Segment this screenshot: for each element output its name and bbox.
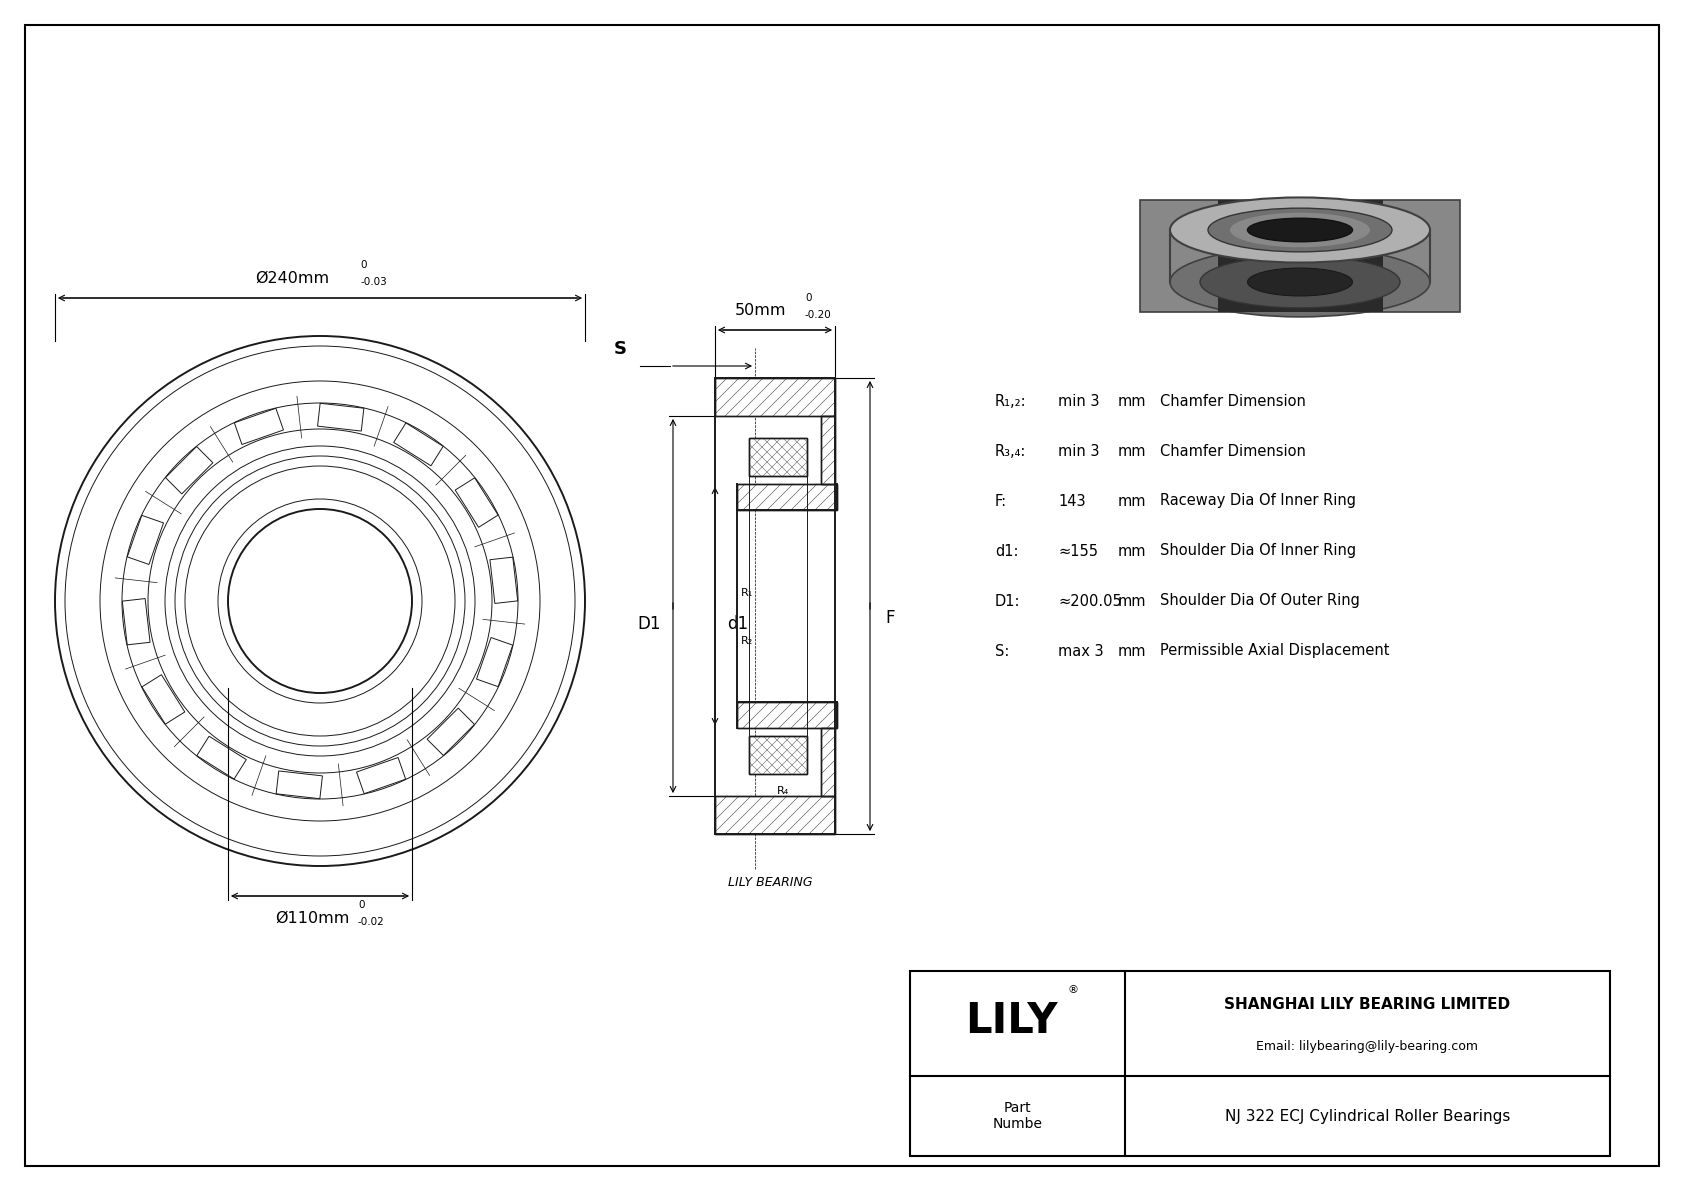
Bar	[394, 423, 443, 466]
Bar	[141, 674, 185, 724]
Text: -0.03: -0.03	[360, 278, 387, 287]
Bar	[477, 637, 512, 687]
Text: F:: F:	[995, 493, 1007, 509]
Bar	[738, 701, 837, 728]
Text: 0: 0	[805, 293, 812, 303]
Bar	[716, 796, 835, 834]
Text: d1:: d1:	[995, 543, 1019, 559]
Bar	[165, 447, 212, 494]
Text: R₂: R₂	[741, 636, 753, 646]
Text: R₃: R₃	[776, 802, 790, 812]
Text: S:: S:	[995, 643, 1009, 659]
Bar	[822, 416, 835, 484]
Text: D1: D1	[638, 615, 662, 632]
Text: mm: mm	[1118, 393, 1147, 409]
Text: mm: mm	[1118, 443, 1147, 459]
Text: Shoulder Dia Of Inner Ring: Shoulder Dia Of Inner Ring	[1160, 543, 1356, 559]
Text: R₃,₄:: R₃,₄:	[995, 443, 1026, 459]
Ellipse shape	[1207, 208, 1393, 251]
Bar	[738, 484, 837, 510]
Bar	[276, 771, 322, 799]
Text: R₄: R₄	[776, 786, 790, 796]
Bar	[455, 478, 498, 528]
Ellipse shape	[1170, 198, 1430, 262]
Bar	[428, 709, 475, 755]
Text: mm: mm	[1118, 543, 1147, 559]
Ellipse shape	[1248, 218, 1352, 242]
Text: Email: lilybearing@lily-bearing.com: Email: lilybearing@lily-bearing.com	[1256, 1040, 1479, 1053]
Text: 0: 0	[359, 900, 364, 910]
Text: mm: mm	[1118, 593, 1147, 609]
Bar	[357, 757, 406, 793]
Ellipse shape	[1170, 247, 1430, 317]
Text: 50mm: 50mm	[734, 303, 786, 318]
Bar	[738, 484, 837, 510]
Bar	[909, 971, 1610, 1156]
Text: R₁: R₁	[776, 400, 790, 410]
Text: F: F	[886, 609, 894, 626]
Bar	[738, 701, 837, 728]
Bar	[749, 736, 807, 774]
Bar	[822, 416, 835, 484]
Bar	[822, 728, 835, 796]
Text: min 3: min 3	[1058, 443, 1100, 459]
Bar	[716, 378, 835, 416]
FancyBboxPatch shape	[1218, 200, 1383, 312]
Text: ®: ®	[1068, 985, 1078, 994]
Ellipse shape	[1229, 213, 1371, 248]
Text: Ø110mm: Ø110mm	[274, 911, 349, 925]
FancyBboxPatch shape	[1140, 200, 1460, 312]
Text: D1:: D1:	[995, 593, 1021, 609]
Text: 0: 0	[360, 260, 367, 270]
Bar	[749, 736, 807, 774]
Text: -0.02: -0.02	[359, 917, 384, 927]
Bar	[318, 404, 364, 431]
Text: 143: 143	[1058, 493, 1086, 509]
Bar	[749, 438, 807, 476]
Bar	[749, 438, 807, 476]
Text: S: S	[613, 339, 626, 358]
Text: ≈200.05: ≈200.05	[1058, 593, 1122, 609]
Bar	[716, 378, 835, 416]
Text: Chamfer Dimension: Chamfer Dimension	[1160, 443, 1305, 459]
Text: Ø240mm: Ø240mm	[254, 272, 328, 286]
Text: R₂: R₂	[759, 388, 773, 398]
Text: mm: mm	[1118, 643, 1147, 659]
Text: R₁,₂:: R₁,₂:	[995, 393, 1027, 409]
Text: max 3: max 3	[1058, 643, 1103, 659]
Text: Raceway Dia Of Inner Ring: Raceway Dia Of Inner Ring	[1160, 493, 1356, 509]
Ellipse shape	[1248, 268, 1352, 295]
Text: LILY BEARING: LILY BEARING	[727, 877, 812, 888]
Text: R₁: R₁	[741, 588, 753, 598]
Text: Shoulder Dia Of Outer Ring: Shoulder Dia Of Outer Ring	[1160, 593, 1361, 609]
Text: NJ 322 ECJ Cylindrical Roller Bearings: NJ 322 ECJ Cylindrical Roller Bearings	[1224, 1109, 1511, 1123]
Bar	[716, 796, 835, 834]
Bar	[128, 516, 163, 565]
Text: SHANGHAI LILY BEARING LIMITED: SHANGHAI LILY BEARING LIMITED	[1224, 997, 1511, 1012]
Text: mm: mm	[1118, 493, 1147, 509]
Text: min 3: min 3	[1058, 393, 1100, 409]
Text: Permissible Axial Displacement: Permissible Axial Displacement	[1160, 643, 1389, 659]
Text: Chamfer Dimension: Chamfer Dimension	[1160, 393, 1305, 409]
Text: LILY: LILY	[965, 1000, 1058, 1042]
Text: -0.20: -0.20	[805, 310, 832, 320]
Text: ≈155: ≈155	[1058, 543, 1098, 559]
Bar	[234, 409, 283, 444]
Bar	[490, 557, 517, 604]
Bar	[197, 736, 246, 779]
Text: d1: d1	[727, 615, 748, 632]
Text: Part
Numbe: Part Numbe	[992, 1100, 1042, 1131]
Bar	[822, 728, 835, 796]
Bar	[123, 599, 150, 644]
Ellipse shape	[1201, 256, 1399, 308]
